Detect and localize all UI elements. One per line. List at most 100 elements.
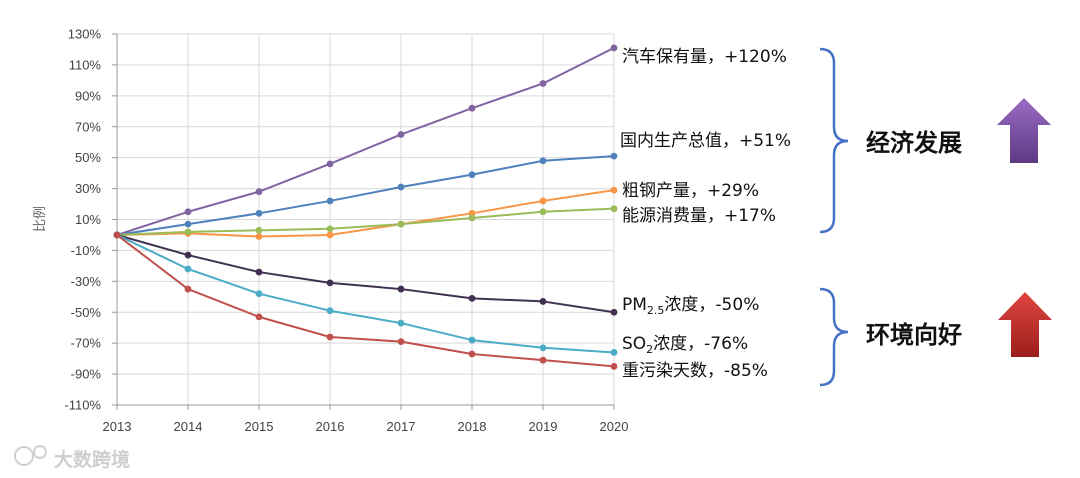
data-point	[184, 265, 192, 273]
label-so2: SO2浓度，-76%	[622, 334, 748, 356]
series-line-0	[116, 47, 615, 236]
x-tick-label: 2015	[245, 419, 274, 434]
data-point	[184, 220, 192, 228]
data-point	[397, 131, 405, 138]
y-tick-label: 90%	[75, 88, 101, 103]
data-point	[610, 44, 618, 52]
y-tick-label: 10%	[75, 212, 101, 227]
y-tick-label: 110%	[69, 57, 102, 72]
data-point	[539, 197, 547, 205]
watermark-logo-icon	[14, 446, 34, 466]
data-point	[539, 356, 547, 364]
data-point	[397, 220, 405, 228]
bracket-environment	[819, 287, 849, 387]
data-point	[184, 285, 192, 293]
up-arrow-icon	[998, 292, 1052, 357]
data-point	[468, 294, 476, 302]
data-point	[539, 157, 547, 165]
data-point	[113, 231, 121, 239]
data-point	[255, 209, 263, 217]
data-point	[468, 350, 476, 358]
label-steel: 粗钢产量，+29%	[622, 181, 759, 201]
data-point	[539, 298, 547, 305]
data-point	[468, 214, 476, 222]
watermark-logo-icon	[33, 445, 47, 459]
label-heavy-pollution-days: 重污染天数，-85%	[622, 361, 768, 381]
data-point	[468, 171, 476, 179]
y-tick-label: -70%	[71, 336, 102, 351]
y-tick-label: -30%	[71, 274, 102, 289]
data-point	[610, 349, 618, 356]
data-point	[610, 152, 618, 160]
label-energy: 能源消费量，+17%	[622, 206, 776, 226]
data-point	[326, 225, 334, 233]
y-tick-label: 50%	[75, 150, 101, 165]
y-tick-label: -10%	[71, 243, 102, 258]
y-tick-label: -90%	[71, 367, 102, 382]
watermark: 大数跨境	[14, 445, 130, 471]
data-point	[397, 183, 405, 191]
x-tick-label: 2017	[387, 419, 416, 434]
data-point	[326, 307, 334, 315]
series-line-1	[116, 155, 615, 236]
data-point	[326, 197, 334, 205]
data-point	[397, 338, 405, 346]
data-point	[539, 80, 547, 87]
label-gdp: 国内生产总值，+51%	[620, 131, 791, 151]
data-point	[468, 336, 476, 344]
data-point	[255, 188, 263, 196]
series-line-5	[116, 234, 615, 354]
data-point	[539, 208, 547, 216]
x-tick-label: 2019	[529, 419, 558, 434]
group-label-economy: 经济发展	[866, 129, 962, 157]
data-point	[326, 333, 334, 341]
data-point	[184, 228, 192, 236]
bracket-economy	[819, 47, 849, 234]
series-points	[113, 44, 618, 370]
y-axis-label: 比例	[33, 206, 48, 232]
series-lines	[116, 47, 615, 368]
data-point	[255, 233, 263, 240]
series-line-4	[116, 233, 615, 314]
y-tick-label: -50%	[71, 305, 102, 320]
x-tick-label: 2016	[316, 419, 345, 434]
data-point	[255, 313, 263, 321]
label-pm25: PM2.5浓度，-50%	[622, 295, 759, 317]
label-car-ownership: 汽车保有量，+120%	[622, 47, 787, 67]
y-tick-labels: 130% 110% 90% 70% 50% 30% 10% -10% -30% -50% -70% -…	[64, 27, 101, 413]
x-tick-label: 2013	[103, 419, 132, 434]
axes	[112, 33, 615, 410]
group-label-environment: 环境向好	[866, 321, 962, 349]
data-point	[397, 285, 405, 293]
series-line-6	[116, 234, 615, 368]
x-tick-label: 2018	[458, 419, 487, 434]
watermark-text: 大数跨境	[54, 448, 130, 471]
data-point	[255, 268, 263, 276]
y-tick-label: 70%	[75, 119, 101, 134]
data-point	[326, 231, 334, 239]
data-point	[255, 290, 263, 298]
x-tick-label: 2014	[174, 419, 203, 434]
data-point	[610, 362, 618, 370]
data-point	[255, 226, 263, 234]
data-point	[610, 205, 618, 213]
y-tick-label: 30%	[75, 181, 101, 196]
y-tick-label: 130%	[68, 27, 102, 42]
series-line-3	[116, 207, 615, 236]
x-tick-label: 2020	[600, 419, 629, 434]
data-point	[397, 319, 405, 327]
data-point	[610, 186, 618, 194]
data-point	[184, 208, 192, 216]
up-arrow-icon	[997, 98, 1051, 163]
data-point	[610, 308, 618, 316]
data-point	[539, 344, 547, 352]
data-point	[326, 160, 334, 168]
data-point	[184, 251, 192, 259]
series-line-2	[116, 189, 615, 238]
data-point	[326, 279, 334, 287]
gridlines	[117, 33, 615, 406]
y-tick-label: -110%	[64, 398, 101, 413]
x-tick-labels: 2013 2014 2015 2016 2017 2018 2019 2020	[103, 419, 629, 434]
data-point	[468, 104, 476, 112]
